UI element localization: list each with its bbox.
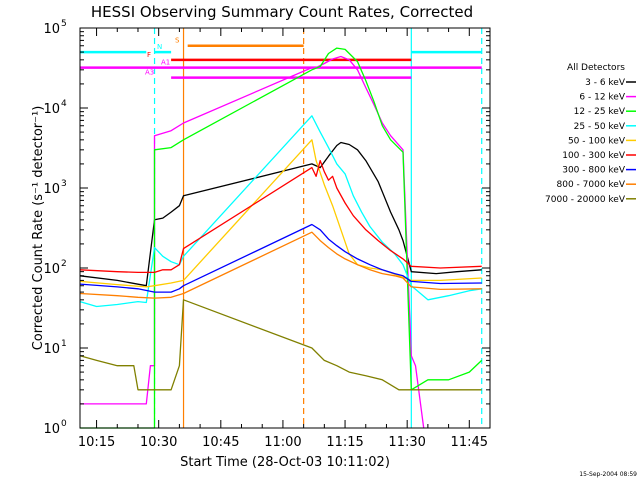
legend-label-3: 25 - 50 keV [574, 122, 626, 132]
y-tick-label-1: 10 [43, 342, 60, 357]
legend-label-4: 50 - 100 keV [568, 136, 626, 146]
series-line-4 [79, 139, 482, 288]
series-line-7 [79, 231, 482, 299]
y-tick-label-5: 10 [43, 22, 60, 37]
x-axis-label: Start Time (28-Oct-03 10:11:02) [180, 455, 390, 470]
x-tick-label-6: 11:45 [451, 435, 488, 450]
chart-title: HESSI Observing Summary Count Rates, Cor… [91, 3, 473, 21]
series-line-8 [79, 299, 482, 391]
x-tick-label-1: 10:30 [140, 435, 177, 450]
y-tick-label-4: 10 [43, 102, 60, 117]
legend-label-1: 6 - 12 keV [579, 93, 625, 103]
state-label-0: N [157, 43, 162, 51]
state-label-2: F [147, 51, 151, 59]
legend-label-7: 800 - 7000 keV [557, 180, 626, 190]
legend-label-0: 3 - 6 keV [585, 78, 626, 88]
footer-timestamp: 15-Sep-2004 08:59 [579, 471, 637, 478]
plot-content: N S F A1 A3 [79, 28, 483, 429]
legend: All Detectors 3 - 6 keV 6 - 12 keV 12 - 25… [545, 63, 636, 205]
x-tick-label-5: 11:30 [388, 435, 425, 450]
x-axis: 10:15 10:30 10:45 11:00 11:15 11:30 11:45 [78, 28, 491, 450]
series-line-2 [80, 47, 483, 429]
y-axis-label: Corrected Count Rate (s⁻¹ detector⁻¹) [31, 106, 46, 351]
state-label-3: A1 [161, 59, 170, 67]
state-label-4: A3 [145, 69, 154, 77]
x-tick-label-0: 10:15 [78, 435, 115, 450]
y-tick-exponent-5: 5 [61, 19, 67, 29]
series-line-0 [79, 141, 482, 287]
x-tick-label-2: 10:45 [202, 435, 239, 450]
y-tick-exponent-1: 1 [61, 339, 67, 349]
y-tick-exponent-2: 2 [61, 259, 67, 269]
y-tick-label-3: 10 [43, 182, 60, 197]
plot-frame [79, 27, 491, 429]
legend-label-2: 12 - 25 keV [574, 107, 626, 117]
x-tick-label-3: 11:00 [264, 435, 301, 450]
y-tick-label-2: 10 [43, 262, 60, 277]
x-tick-label-4: 11:15 [326, 435, 363, 450]
y-tick-exponent-4: 4 [61, 99, 67, 109]
legend-label-8: 7000 - 20000 keV [545, 195, 626, 205]
state-label-1: S [175, 37, 180, 45]
legend-label-6: 300 - 800 keV [562, 166, 626, 176]
legend-label-5: 100 - 300 keV [562, 151, 626, 161]
y-tick-exponent-0: 0 [61, 419, 67, 429]
y-tick-label-0: 10 [43, 422, 60, 437]
series-line-5 [79, 159, 482, 274]
legend-title: All Detectors [567, 63, 625, 73]
series-line-6 [79, 223, 482, 293]
y-tick-exponent-3: 3 [61, 179, 67, 189]
series-line-3 [79, 115, 482, 308]
